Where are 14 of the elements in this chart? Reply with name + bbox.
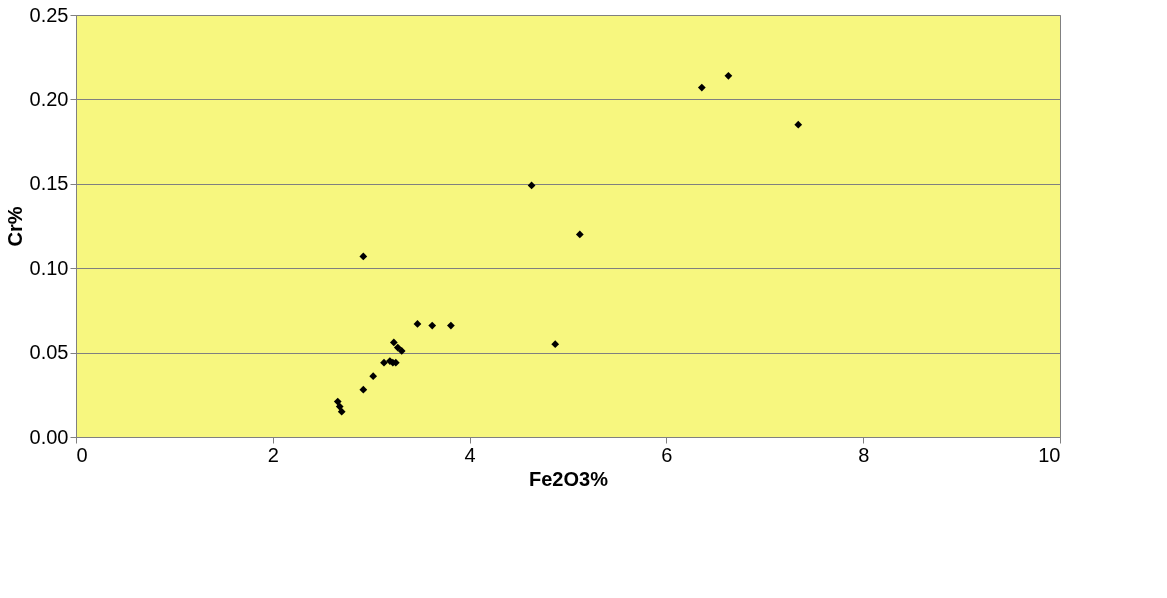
- y-tick-label: 0.05: [29, 341, 69, 364]
- y-tick-label: 0.15: [29, 172, 69, 195]
- y-tick-label: 0.00: [29, 425, 69, 448]
- x-tick-label: 8: [858, 443, 870, 466]
- x-tick-label: 0: [76, 443, 88, 466]
- x-tick-label: 6: [661, 443, 673, 466]
- y-axis-title: Cr%: [3, 206, 26, 247]
- x-axis-title: Fe2O3%: [529, 467, 609, 490]
- y-tick-label: 0.25: [29, 3, 69, 26]
- x-tick-label: 2: [267, 443, 279, 466]
- y-tick-label: 0.20: [29, 87, 69, 110]
- y-tick-label: 0.10: [29, 256, 69, 279]
- x-tick-label: 10: [1038, 443, 1061, 466]
- x-tick-label: 4: [464, 443, 476, 466]
